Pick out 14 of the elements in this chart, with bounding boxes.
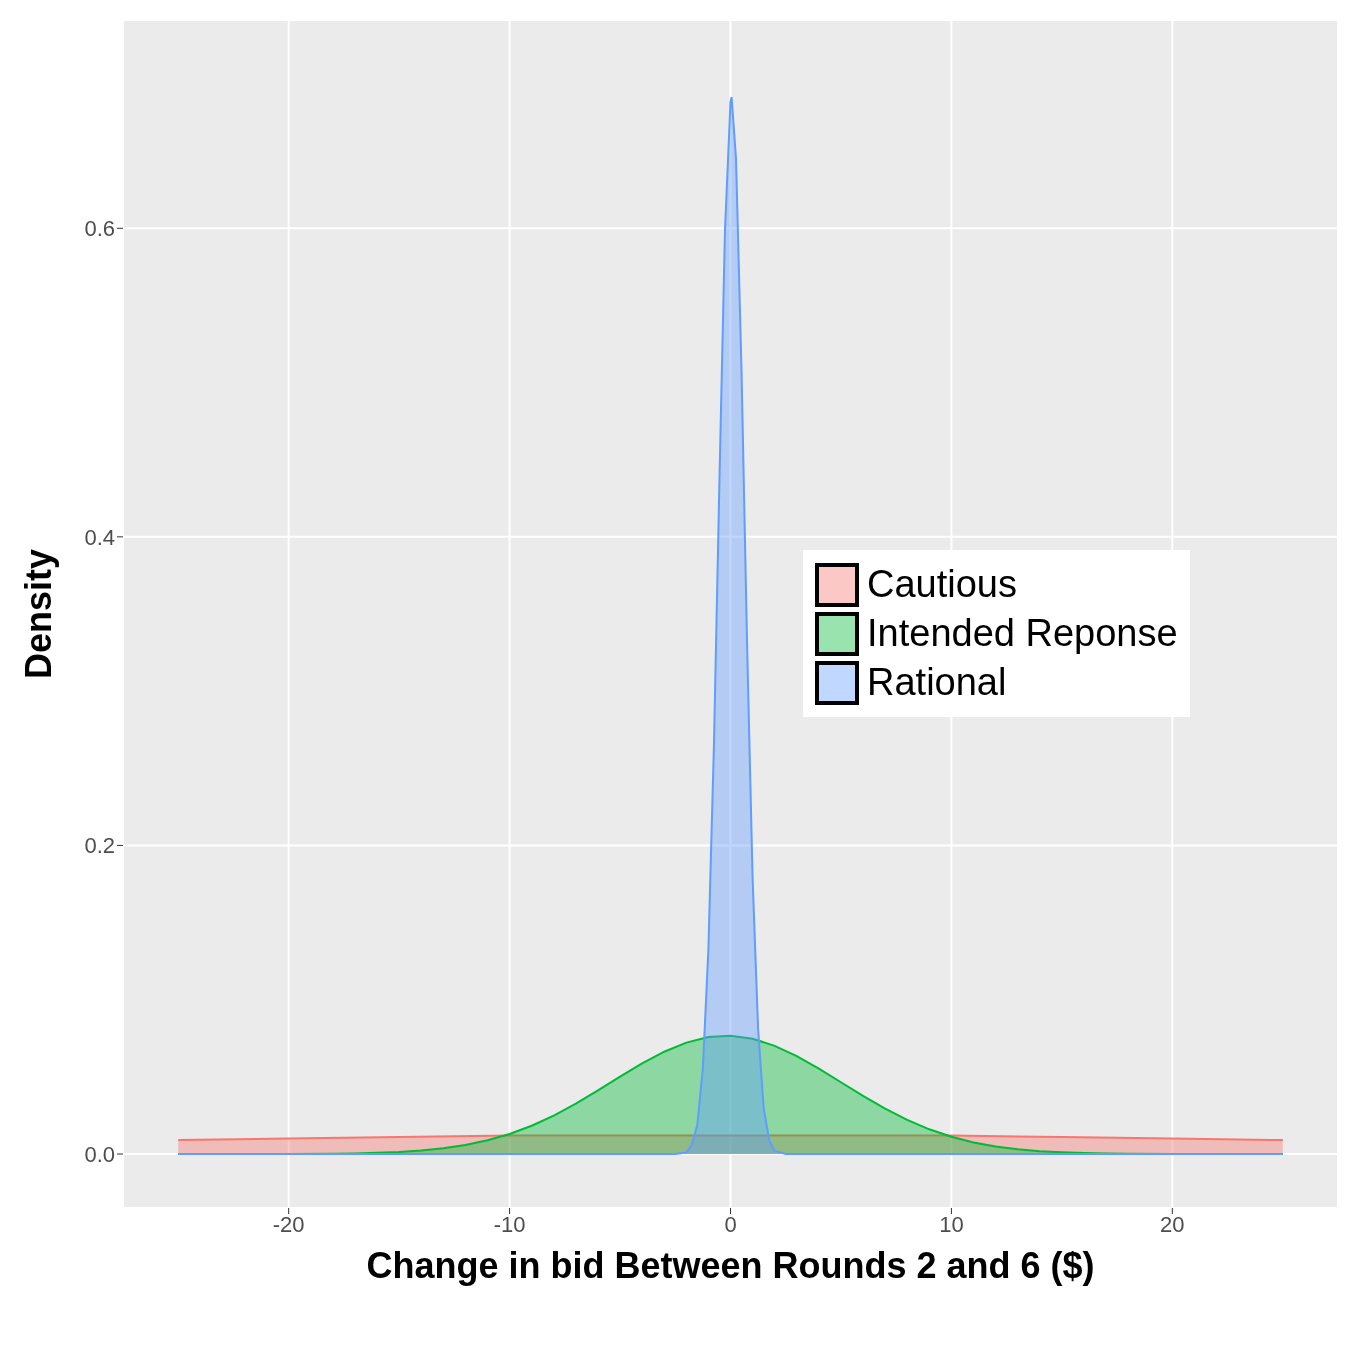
- x-axis-title: Change in bid Between Rounds 2 and 6 ($): [366, 1245, 1095, 1286]
- x-tick-label: 20: [1160, 1211, 1185, 1237]
- y-axis-title: Density: [17, 548, 59, 680]
- y-tick-label: 0.0: [84, 1141, 115, 1167]
- x-tick-label: -10: [493, 1211, 526, 1237]
- legend-label: Rational: [867, 661, 1007, 704]
- legend-label: Cautious: [867, 563, 1017, 606]
- x-tick-label: 0: [724, 1211, 737, 1237]
- legend-label: Intended Reponse: [867, 612, 1178, 655]
- x-tick-label: 10: [939, 1211, 964, 1237]
- x-tick-label: -20: [272, 1211, 305, 1237]
- y-tick-label: 0.2: [84, 833, 115, 859]
- y-tick-label: 0.4: [84, 524, 115, 550]
- y-tick-label: 0.6: [84, 216, 115, 242]
